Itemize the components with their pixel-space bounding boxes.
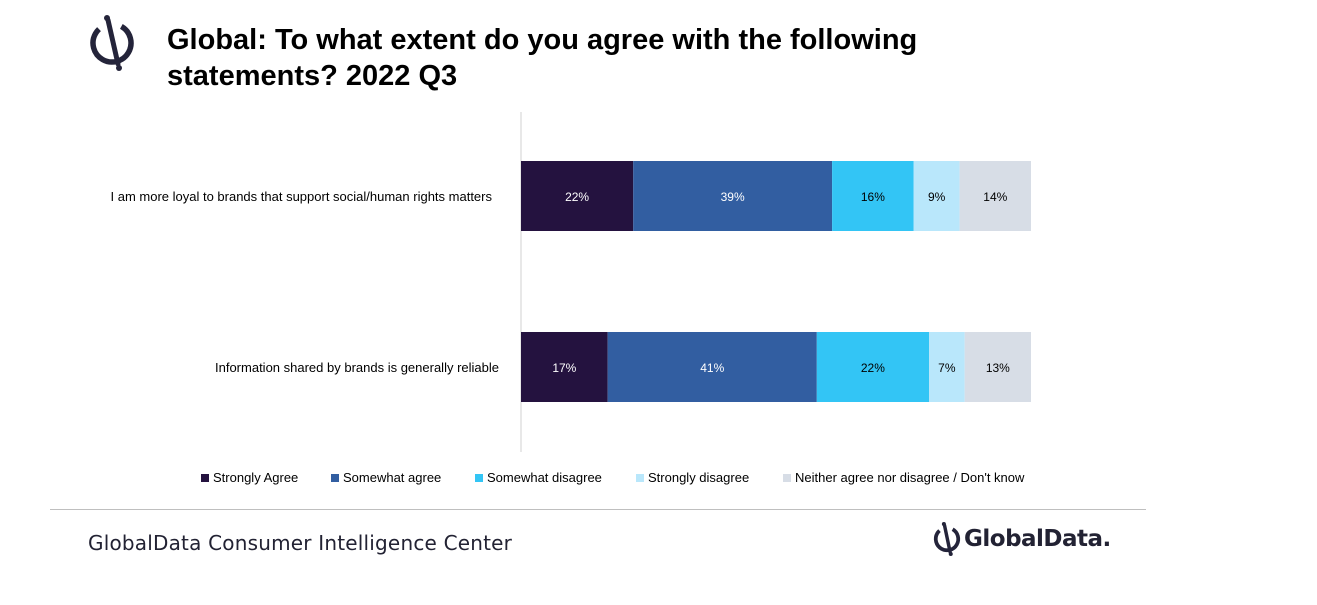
bar-segment [607, 332, 817, 402]
bar-segment [964, 332, 1031, 402]
globaldata-logo-icon [933, 522, 961, 556]
bar-segment [633, 161, 833, 231]
bar-segment [929, 332, 965, 402]
legend-label: Strongly disagree [648, 470, 750, 485]
category-label: Information shared by brands is generall… [215, 360, 499, 375]
legend-label: Somewhat disagree [487, 470, 602, 485]
bar-segment [913, 161, 960, 231]
legend-label: Somewhat agree [343, 470, 442, 485]
bar-segment [959, 161, 1031, 231]
brand-logo: GlobalData. [932, 520, 1111, 558]
legend-item: Neither agree nor disagree / Don't know [783, 470, 1024, 485]
page-title: Global: To what extent do you agree with… [167, 24, 918, 92]
legend-item: Strongly Agree [201, 470, 298, 485]
data-label: 14% [983, 190, 1007, 204]
data-label: 39% [721, 190, 745, 204]
footer-source: GlobalData Consumer Intelligence Center [88, 531, 513, 555]
legend-item: Somewhat disagree [475, 470, 602, 485]
data-label: 41% [700, 361, 724, 375]
legend-label: Strongly Agree [213, 470, 299, 485]
footer-divider [50, 509, 1146, 510]
stacked-bar-chart: 22% 39% 16% 9% 14% 17% 41% 22% 7% 13% I am more l… [110, 112, 1031, 452]
legend-item: Somewhat agree [331, 470, 441, 485]
bar-segment [816, 332, 929, 402]
category-label: I am more loyal to brands that support s… [110, 189, 492, 204]
data-label: 16% [861, 190, 885, 204]
data-label: 22% [861, 361, 885, 375]
bar-segment [521, 161, 634, 231]
brand-name: GlobalData. [964, 526, 1111, 552]
legend-swatch [331, 473, 339, 482]
data-label: 17% [552, 361, 576, 375]
data-label: 7% [938, 361, 956, 375]
bar-segment [832, 161, 914, 231]
data-label: 22% [565, 190, 589, 204]
legend-swatch [783, 473, 791, 482]
bar-segment [521, 332, 608, 402]
data-label: 9% [928, 190, 946, 204]
legend-label: Neither agree nor disagree / Don't know [795, 470, 1025, 485]
chart-legend: Strongly Agree Somewhat agree Somewhat dis… [0, 470, 1317, 490]
legend-swatch [475, 473, 483, 482]
legend-swatch [636, 473, 644, 482]
legend-item: Strongly disagree [636, 470, 749, 485]
globaldata-logo-icon [90, 15, 134, 71]
legend-swatch [201, 473, 209, 482]
data-label: 13% [986, 361, 1010, 375]
